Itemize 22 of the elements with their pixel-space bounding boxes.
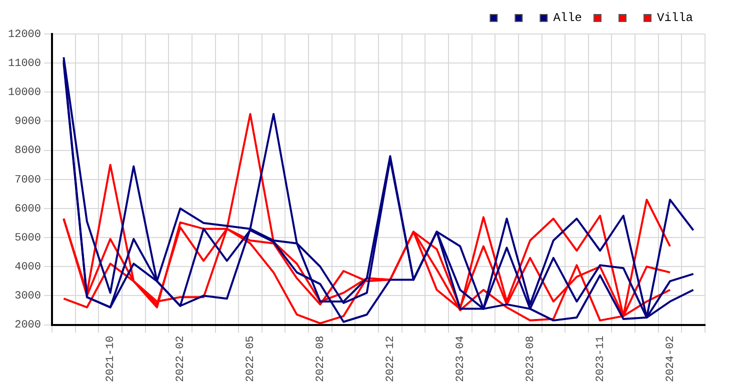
y-tick-label: 2000 xyxy=(14,320,42,332)
x-tick-label: 2023-11 xyxy=(594,335,607,382)
legend-label: Alle xyxy=(553,11,582,26)
x-tick-label: 2024-02 xyxy=(664,336,677,382)
y-tick-label: 3000 xyxy=(14,290,42,303)
x-tick-label: 2022-05 xyxy=(245,336,258,382)
x-tick-label: 2021-10 xyxy=(105,336,118,382)
x-tick-label: 2022-02 xyxy=(175,336,188,382)
y-tick-label: 7000 xyxy=(14,174,42,186)
y-tick-label: 8000 xyxy=(14,145,42,158)
x-tick-label: 2023-08 xyxy=(524,336,537,382)
y-tick-label: 6000 xyxy=(14,203,42,216)
y-tick-label: 12000 xyxy=(8,28,42,41)
legend-label: Villa xyxy=(656,11,694,26)
y-tick-label: 4000 xyxy=(14,262,42,274)
y-tick-label: 9000 xyxy=(14,116,42,128)
x-tick-label: 2022-08 xyxy=(315,336,328,382)
y-tick-label: 5000 xyxy=(14,232,42,244)
x-tick-label: 2023-04 xyxy=(455,335,468,382)
x-tick-label: 2022-12 xyxy=(385,336,398,382)
y-tick-label: 11000 xyxy=(8,58,42,70)
y-tick-label: 10000 xyxy=(8,87,42,100)
